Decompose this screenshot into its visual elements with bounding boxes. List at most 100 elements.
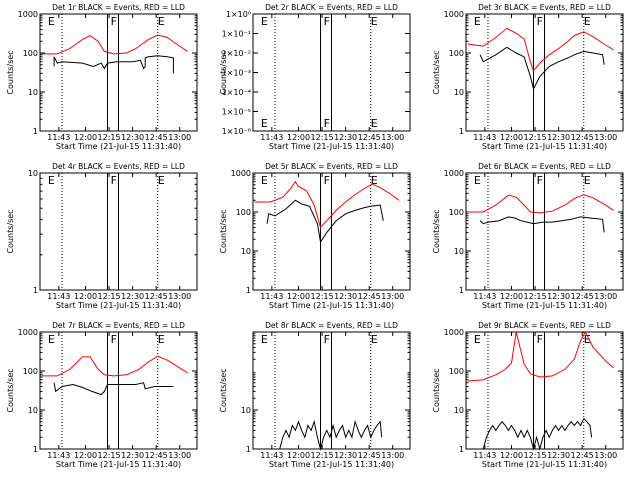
- x-tick-label: 11:43: [260, 133, 283, 142]
- y-tick-label: 10: [454, 247, 464, 256]
- y-tick-label: 1000: [444, 169, 464, 178]
- y-tick-label: 1000: [18, 328, 38, 337]
- x-tick-label: 12:45: [358, 451, 381, 460]
- y-tick-label: 100: [449, 49, 464, 58]
- series-events-line: [479, 46, 605, 91]
- y-tick-label: 10: [454, 406, 464, 415]
- y-tick-label: 10: [28, 169, 38, 178]
- panel-title: Det 6r BLACK = Events, RED = LLD: [478, 162, 611, 171]
- flag-e: E: [371, 174, 378, 187]
- flag-e: E: [158, 174, 165, 187]
- flag-e: E: [474, 333, 481, 346]
- y-tick-label: 1: [246, 445, 251, 454]
- x-tick-label: 11:43: [47, 292, 70, 301]
- flag-e: E: [584, 15, 591, 28]
- x-tick-label: 11:43: [473, 292, 496, 301]
- panel-title: Det 9r BLACK = Events, RED = LLD: [478, 321, 611, 330]
- x-tick-label: 13:00: [168, 133, 191, 142]
- panel-8: Det 8r BLACK = Events, RED = LLD 11:43 12:…: [219, 321, 411, 469]
- x-tick-label: 11:43: [260, 451, 283, 460]
- series-events-line: [279, 419, 383, 451]
- x-tick-label: 12:45: [571, 133, 594, 142]
- panel-title: Det 8r BLACK = Events, RED = LLD: [265, 321, 398, 330]
- panel-4: Det 4r BLACK = Events, RED = LLD 11:43 12:…: [6, 162, 198, 310]
- x-tick-label: 13:00: [381, 292, 404, 301]
- y-tick-label: 1×10⁰: [226, 10, 251, 19]
- flag-f: F: [324, 15, 330, 28]
- y-axis-label: Counts/sec: [219, 368, 228, 412]
- y-tick-label: 1×10⁻¹: [222, 30, 251, 39]
- x-tick-label: 12:00: [500, 451, 523, 460]
- x-tick-label: 13:00: [168, 292, 191, 301]
- y-tick-label: 10: [241, 406, 251, 415]
- y-tick-label: 10: [241, 247, 251, 256]
- x-tick-label: 12:15: [311, 451, 334, 460]
- flag-f: F: [324, 174, 330, 187]
- x-axis-label: Start Time (21-Jul-15 11:31:40): [482, 142, 607, 151]
- x-axis-label: Start Time (21-Jul-15 11:31:40): [269, 142, 394, 151]
- flag-e: E: [261, 174, 268, 187]
- x-tick-label: 12:45: [358, 133, 381, 142]
- flag-f: F: [324, 333, 330, 346]
- flag-f: F: [111, 174, 117, 187]
- series-events-line: [53, 382, 174, 396]
- y-tick-label: 1000: [231, 169, 251, 178]
- x-tick-label: 12:00: [74, 292, 97, 301]
- x-axis-label: Start Time (21-Jul-15 11:31:40): [482, 301, 607, 310]
- flag-e: E: [158, 15, 165, 28]
- panel-2: Det 2r BLACK = Events, RED = LLD 11:43 12:…: [219, 3, 411, 151]
- y-tick-label: 100: [449, 208, 464, 217]
- series-lld-line: [467, 27, 614, 72]
- flag-e: E: [584, 333, 591, 346]
- y-tick-label: 1: [459, 286, 464, 295]
- x-tick-label: 11:43: [260, 292, 283, 301]
- flag-e: E: [261, 333, 268, 346]
- series-events-line: [53, 55, 174, 74]
- x-tick-label: 12:45: [145, 292, 168, 301]
- flag-e: E: [474, 174, 481, 187]
- x-tick-label: 12:15: [98, 292, 121, 301]
- x-tick-label: 12:45: [358, 292, 381, 301]
- x-tick-label: 12:15: [311, 133, 334, 142]
- y-tick-label: 1: [459, 127, 464, 136]
- x-tick-label: 12:00: [74, 133, 97, 142]
- flag-f: F: [324, 117, 330, 130]
- x-axis-label: Start Time (21-Jul-15 11:31:40): [56, 301, 181, 310]
- x-tick-label: 12:00: [500, 292, 523, 301]
- x-tick-label: 12:30: [334, 292, 357, 301]
- x-tick-label: 12:45: [145, 133, 168, 142]
- panel-title: Det 3r BLACK = Events, RED = LLD: [478, 3, 611, 12]
- panel-1: Det 1r BLACK = Events, RED = LLD 11:43 12:…: [6, 3, 198, 151]
- panel-title: Det 7r BLACK = Events, RED = LLD: [52, 321, 185, 330]
- panel-title: Det 1r BLACK = Events, RED = LLD: [52, 3, 185, 12]
- y-tick-label: 10: [28, 88, 38, 97]
- x-tick-label: 12:30: [121, 133, 144, 142]
- x-tick-label: 12:00: [287, 133, 310, 142]
- flag-e: E: [48, 15, 55, 28]
- y-tick-label: 1: [33, 445, 38, 454]
- x-tick-label: 12:00: [287, 292, 310, 301]
- flag-e: E: [474, 15, 481, 28]
- panel-7: Det 7r BLACK = Events, RED = LLD 11:43 12:…: [6, 321, 198, 469]
- y-tick-label: 1: [246, 286, 251, 295]
- flag-e: E: [371, 15, 378, 28]
- x-tick-label: 12:15: [524, 292, 547, 301]
- x-axis-label: Start Time (21-Jul-15 11:31:40): [56, 460, 181, 469]
- flag-f: F: [111, 15, 117, 28]
- y-tick-label: 1×10⁻⁴: [222, 88, 251, 97]
- x-axis-label: Start Time (21-Jul-15 11:31:40): [56, 142, 181, 151]
- series-lld-line: [467, 330, 614, 382]
- series-events-line: [266, 199, 384, 244]
- x-tick-label: 12:30: [547, 451, 570, 460]
- series-lld-line: [254, 180, 400, 229]
- y-tick-label: 100: [236, 208, 251, 217]
- y-tick-label: 1000: [444, 328, 464, 337]
- flag-e: E: [371, 117, 378, 130]
- series-lld-line: [467, 194, 614, 214]
- x-tick-label: 12:30: [334, 451, 357, 460]
- y-axis-label: Counts/sec: [432, 209, 441, 253]
- y-axis-label: Counts/sec: [219, 50, 228, 94]
- x-tick-label: 12:45: [145, 451, 168, 460]
- x-tick-label: 12:15: [524, 451, 547, 460]
